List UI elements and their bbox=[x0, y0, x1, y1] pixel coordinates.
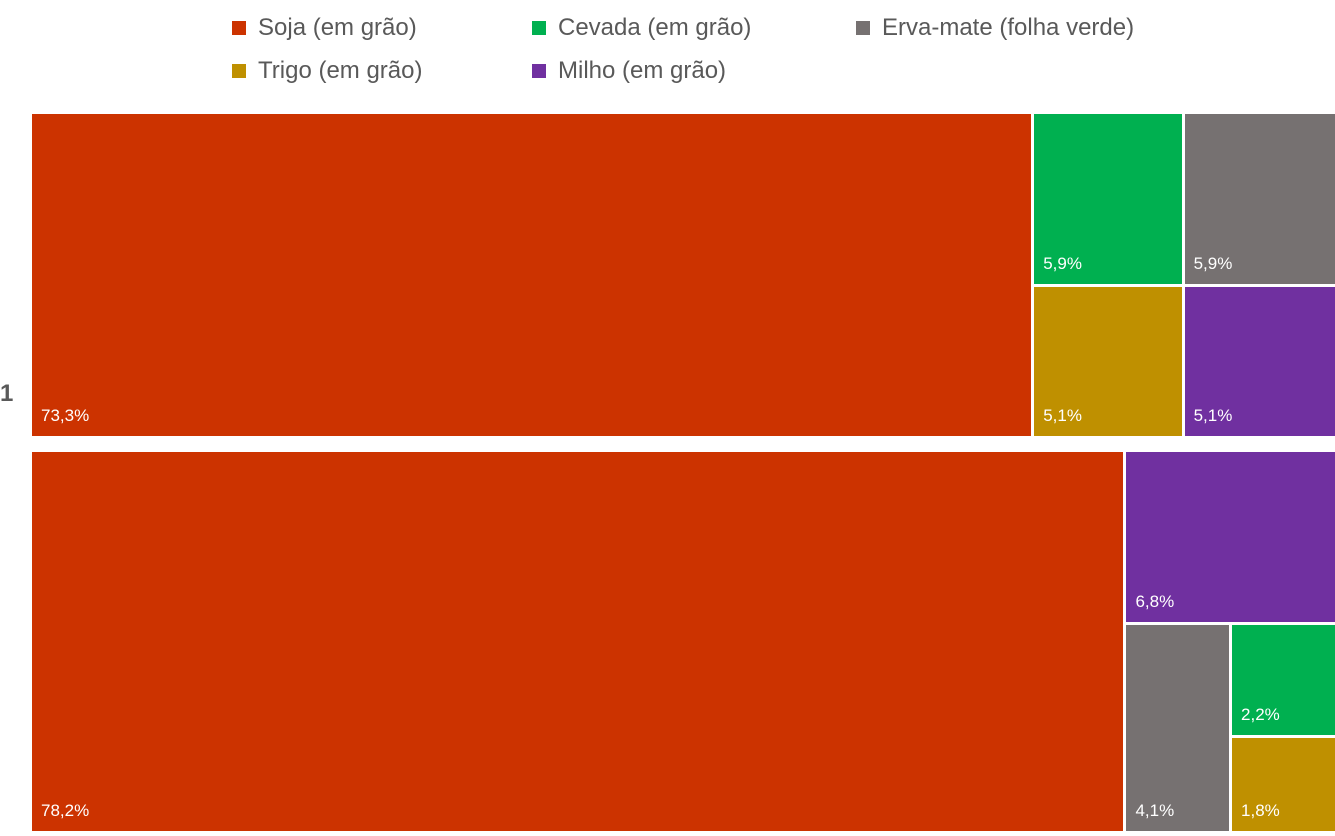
treemap-data-label: 5,1% bbox=[1193, 405, 1233, 425]
treemap-rect-cevada-1: 5,9% bbox=[1034, 114, 1182, 284]
legend-swatch-erva-mate bbox=[856, 21, 870, 35]
legend-item-soja: Soja (em grão) bbox=[232, 14, 417, 42]
treemap-data-label: 73,3% bbox=[41, 406, 90, 425]
treemap-rect-soja-1: 73,3% bbox=[32, 114, 1032, 436]
treemap-data-label: 2,2% bbox=[1241, 705, 1280, 725]
treemap-data-label: 5,1% bbox=[1043, 405, 1082, 425]
treemap-data-label: 78,2% bbox=[41, 801, 90, 820]
legend-label-trigo: Trigo (em grão) bbox=[258, 57, 423, 84]
treemap-data-label: 4,1% bbox=[1135, 800, 1175, 820]
legend-swatch-milho bbox=[532, 64, 546, 78]
treemap-rect-trigo-2: 1,8% bbox=[1232, 738, 1335, 831]
group-label-1: 1 bbox=[0, 380, 14, 407]
treemap-data-label: 1,8% bbox=[1241, 800, 1280, 820]
treemap-data-label: 5,9% bbox=[1193, 253, 1233, 273]
treemap-data-label: 6,8% bbox=[1135, 591, 1175, 611]
legend-item-milho: Milho (em grão) bbox=[532, 57, 726, 85]
treemap-rect-milho-1: 5,1% bbox=[1184, 286, 1335, 436]
legend-swatch-trigo bbox=[232, 64, 246, 78]
treemap-rect-erva-mate-2: 4,1% bbox=[1126, 624, 1229, 831]
legend-item-cevada: Cevada (em grão) bbox=[532, 14, 751, 42]
treemap-rect-soja-2: 78,2% bbox=[32, 452, 1124, 831]
treemap-data-label: 5,9% bbox=[1043, 253, 1082, 273]
legend-item-trigo: Trigo (em grão) bbox=[232, 57, 422, 85]
legend-swatch-cevada bbox=[532, 21, 546, 35]
legend-item-erva-mate: Erva-mate (folha verde) bbox=[856, 14, 1134, 42]
treemap-rect-cevada-2: 2,2% bbox=[1232, 624, 1335, 736]
legend-label-milho: Milho (em grão) bbox=[558, 57, 727, 84]
treemap-rect-milho-2: 6,8% bbox=[1126, 452, 1335, 622]
legend-label-cevada: Cevada (em grão) bbox=[558, 14, 752, 41]
chart-legend: Soja (em grão) Cevada (em grão) Erva-mat… bbox=[0, 0, 1335, 100]
treemap-rect-erva-mate-1: 5,9% bbox=[1184, 114, 1335, 284]
legend-label-erva-mate: Erva-mate (folha verde) bbox=[882, 14, 1135, 41]
legend-swatch-soja bbox=[232, 21, 246, 35]
treemap-rect-trigo-1: 5,1% bbox=[1034, 286, 1182, 436]
legend-label-soja: Soja (em grão) bbox=[258, 14, 417, 41]
